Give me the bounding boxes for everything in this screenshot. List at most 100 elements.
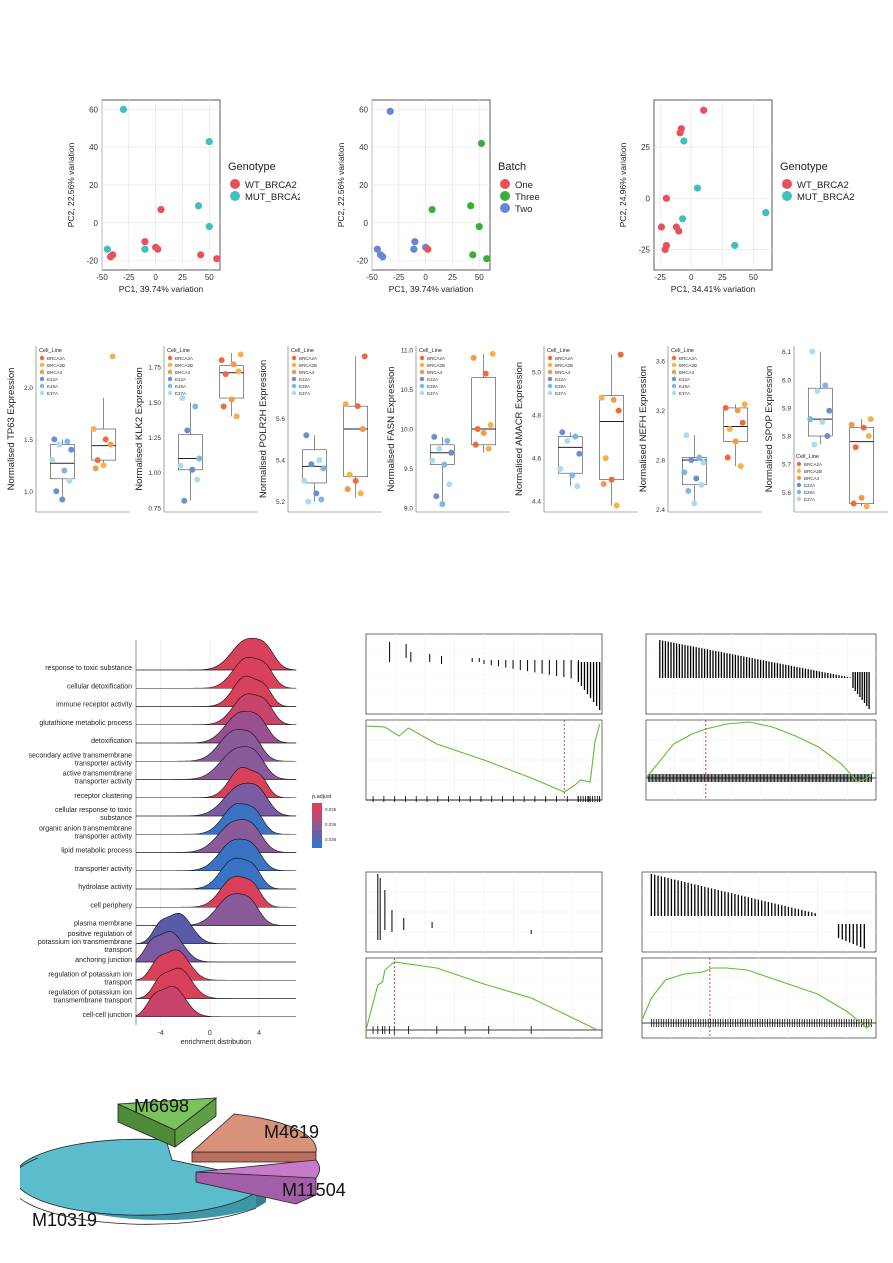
legend-label: WT_BRCA2 [797, 180, 849, 191]
legend-label: E37A [427, 391, 438, 396]
y-axis-label: PC2, 22.56% variation [66, 142, 76, 227]
legend-swatch [39, 390, 45, 396]
legend-label: E28A [555, 384, 566, 389]
legend-swatch [547, 355, 553, 361]
data-point [675, 227, 683, 235]
boxplot-amacr: 4.4 4.6 4.8 5.0 Normalised AMACR Expression C… [514, 346, 638, 513]
legend-swatch [500, 191, 510, 201]
data-point [474, 426, 481, 432]
legend-swatch [671, 383, 677, 389]
ridge-term-label-line: transporter activity [75, 760, 133, 767]
gsea-panel-2 [645, 633, 877, 801]
ridge-density [135, 985, 296, 1018]
legend-tick-label: 0.035 [325, 807, 337, 812]
data-point [475, 222, 483, 231]
y-tick-label: 11.0 [401, 347, 414, 354]
boxplot-polr2h: 5.2 5.4 5.6 Normalised POLR2H Expression Cel… [258, 346, 382, 513]
legend-label: BRCA4 [679, 370, 695, 375]
legend-swatch [547, 376, 553, 382]
ridge-term-label-line: potassium ion transmembrane [38, 939, 132, 946]
legend-label: E37A [47, 391, 58, 396]
legend-label: BRCA2B [299, 363, 317, 368]
pie-slice-M6698 [117, 1097, 218, 1131]
data-point [119, 105, 128, 114]
x-tick-label: -50 [96, 273, 108, 282]
boxplot-fasn: 9.0 9.5 10.0 10.5 11.0 Normalised FASN Expres… [386, 346, 510, 513]
data-point [732, 438, 739, 445]
data-point [361, 353, 368, 360]
data-point [722, 404, 729, 411]
pca-panel-3: -25 0 25 50 -25 0 25 PC1, 34.41% variation PC2, … [618, 99, 855, 294]
y-tick-label: 5.7 [782, 462, 791, 469]
x-tick-label: 50 [205, 273, 214, 282]
data-point [436, 445, 443, 452]
data-point [472, 441, 479, 448]
data-point [574, 483, 581, 490]
data-point [429, 457, 436, 464]
legend-swatch [796, 496, 802, 502]
y-tick-label: 1.75 [148, 365, 161, 372]
pie-slice-side [191, 1151, 317, 1163]
boxplot-spop: 5.6 5.7 5.8 5.9 6.0 6.1 Normalised SPOP Expres… [764, 346, 888, 513]
data-point [657, 223, 666, 231]
y-tick-label: 0.75 [148, 505, 161, 512]
data-point [741, 401, 748, 408]
data-point [678, 215, 687, 223]
pie-label: M11504 [282, 1180, 346, 1200]
ridge-term-label: organic anion transmembrane transporter a… [39, 825, 132, 840]
data-point [487, 422, 494, 429]
x-tick-label: -25 [654, 273, 666, 282]
data-point [107, 441, 114, 448]
data-point [184, 427, 191, 434]
y-tick-label: 0 [646, 194, 651, 203]
data-point [308, 461, 315, 468]
ridge-term-label-line: cell periphery [90, 902, 132, 909]
legend-label: BRCA2A [175, 356, 193, 361]
legend-swatch [796, 461, 802, 467]
ridge-term-label: detoxification [91, 738, 132, 745]
boxplot-nefh: 2.4 2.8 3.2 3.6 Normalised NEFH Expression Ce… [638, 346, 762, 514]
plot-area [653, 99, 773, 271]
pie-slice-edge [20, 1157, 257, 1225]
ridge-term-label-line: transporter activity [75, 833, 133, 840]
data-point [470, 354, 477, 361]
data-point [698, 481, 705, 488]
data-point [213, 255, 221, 263]
ridge-term-label: active transmembrane transporter activity [63, 771, 133, 786]
data-point [68, 446, 75, 453]
data-point [852, 444, 859, 451]
data-point [181, 497, 188, 504]
ridge-term-label: regulation of potassium ion transmembrane… [48, 990, 132, 1005]
data-point [858, 494, 865, 501]
legend-swatch [500, 203, 510, 213]
y-tick-label: 3.2 [656, 408, 665, 415]
legend-swatch [796, 489, 802, 495]
legend-swatch [230, 191, 240, 201]
y-axis-label: PC2, 22.56% variation [336, 142, 346, 227]
legend-label: BRCA4 [299, 370, 315, 375]
legend-label: BRCA2A [804, 462, 822, 467]
pie-slice-M11504 [195, 1159, 320, 1179]
gsea-panel-1 [365, 633, 603, 802]
y-axis-label: Normalised SPOP Expression [764, 366, 775, 493]
y-tick-label: 1.25 [148, 435, 161, 442]
legend-swatch [782, 179, 792, 189]
data-point [860, 424, 867, 431]
enrichment-score-line [641, 967, 875, 1029]
data-point [613, 502, 620, 509]
data-point [49, 457, 56, 464]
legend-label: BRCA2A [47, 356, 65, 361]
data-point [824, 433, 831, 440]
legend-tick-label: 0.036 [325, 822, 337, 827]
legend-title: Genotype [228, 161, 276, 173]
y-tick-label: 0 [364, 219, 369, 228]
x-tick-label: -50 [366, 273, 378, 282]
legend-swatch [796, 468, 802, 474]
x-tick-label: 0 [153, 273, 158, 282]
pie-label: M10319 [32, 1210, 97, 1230]
legend-label: E37A [555, 391, 566, 396]
legend-title: Batch [498, 161, 526, 173]
data-point [863, 503, 870, 510]
data-point [189, 466, 196, 473]
data-point [220, 403, 227, 410]
